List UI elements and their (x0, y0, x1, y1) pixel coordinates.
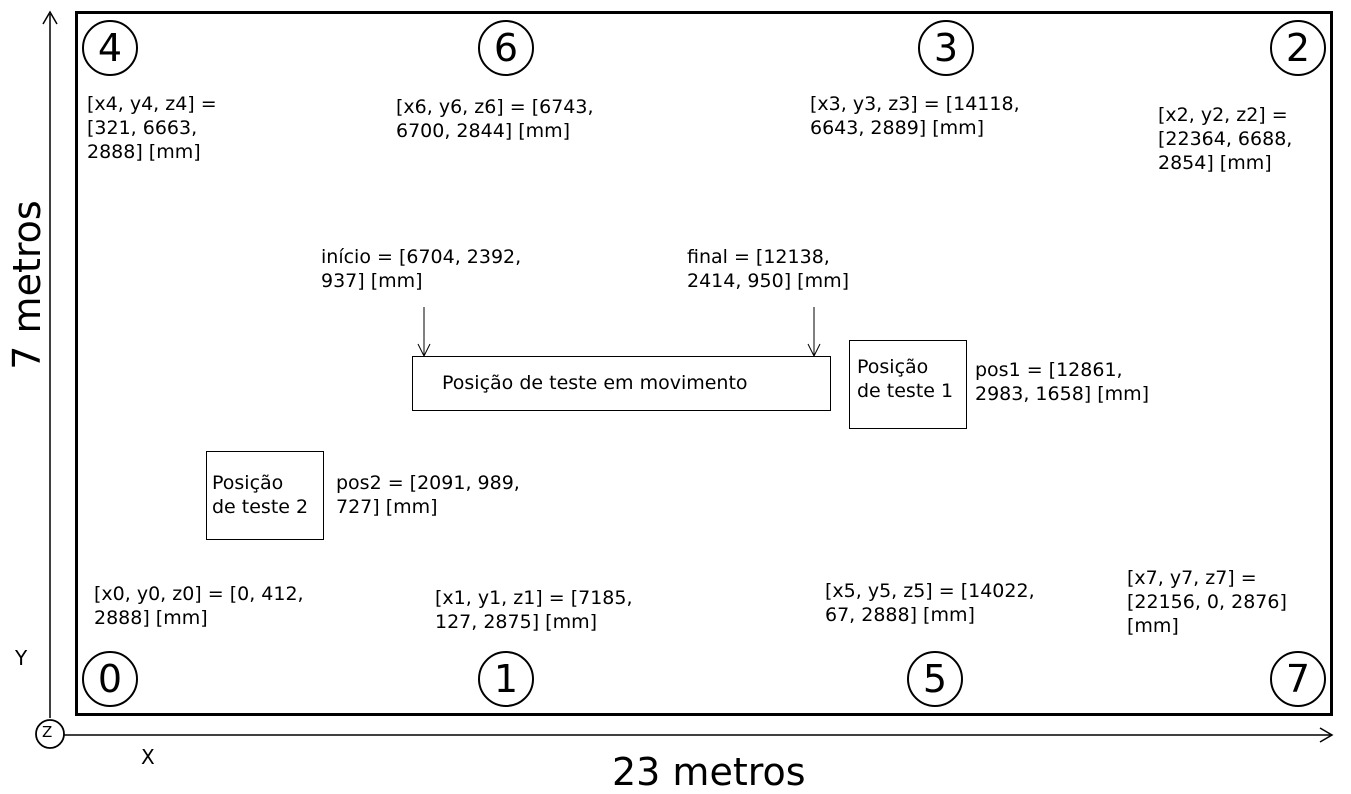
z-axis-origin (35, 719, 65, 749)
moving-test-label: Posição de teste em movimento (442, 372, 748, 394)
test-position-2-label: Posição de teste 2 (212, 472, 309, 518)
anchor-1-coords: [x1, y1, z1] = [7185, 127, 2875] [mm] (435, 587, 633, 633)
test-position-2-coords: pos2 = [2091, 989, 727] [mm] (336, 472, 520, 518)
anchor-3-coords: [x3, y3, z3] = [14118, 6643, 2889] [mm] (810, 93, 1020, 139)
x-axis-label: X (141, 745, 155, 769)
y-axis-label: Y (15, 646, 28, 670)
anchor-5-marker: 5 (907, 651, 963, 707)
anchor-4-coords: [x4, y4, z4] = [321, 6663, 2888] [mm] (87, 93, 217, 163)
test-position-2-box: Posição de teste 2 (206, 451, 324, 540)
moving-start-coords: início = [6704, 2392, 937] [mm] (321, 246, 522, 292)
anchor-4-marker: 4 (82, 20, 138, 76)
anchor-1-marker: 1 (478, 651, 534, 707)
anchor-0-marker: 0 (82, 651, 138, 707)
anchor-6-marker: 6 (478, 20, 534, 76)
moving-test-box: Posição de teste em movimento (412, 356, 831, 411)
width-label: 23 metros (612, 750, 806, 794)
x-axis-arrowhead (1319, 727, 1334, 743)
z-axis-label: Z (42, 723, 53, 741)
test-position-1-box: Posição de teste 1 (849, 340, 967, 429)
anchor-6-coords: [x6, y6, z6] = [6743, 6700, 2844] [mm] (396, 96, 594, 142)
test-position-1-label: Posição de teste 1 (857, 356, 954, 402)
anchor-2-coords: [x2, y2, z2] = [22364, 6688, 2854] [mm] (1158, 104, 1293, 174)
room-boundary (75, 11, 1333, 716)
anchor-5-coords: [x5, y5, z5] = [14022, 67, 2888] [mm] (825, 580, 1035, 626)
test-position-1-coords: pos1 = [12861, 2983, 1658] [mm] (975, 359, 1150, 405)
anchor-7-marker: 7 (1270, 651, 1326, 707)
height-label: 7 metros (5, 200, 49, 370)
anchor-0-coords: [x0, y0, z0] = [0, 412, 2888] [mm] (94, 583, 304, 629)
y-axis-arrowhead (42, 10, 58, 25)
moving-end-coords: final = [12138, 2414, 950] [mm] (687, 246, 849, 292)
anchor-7-coords: [x7, y7, z7] = [22156, 0, 2876] [mm] (1127, 567, 1287, 637)
anchor-2-marker: 2 (1270, 20, 1326, 76)
anchor-3-marker: 3 (918, 20, 974, 76)
